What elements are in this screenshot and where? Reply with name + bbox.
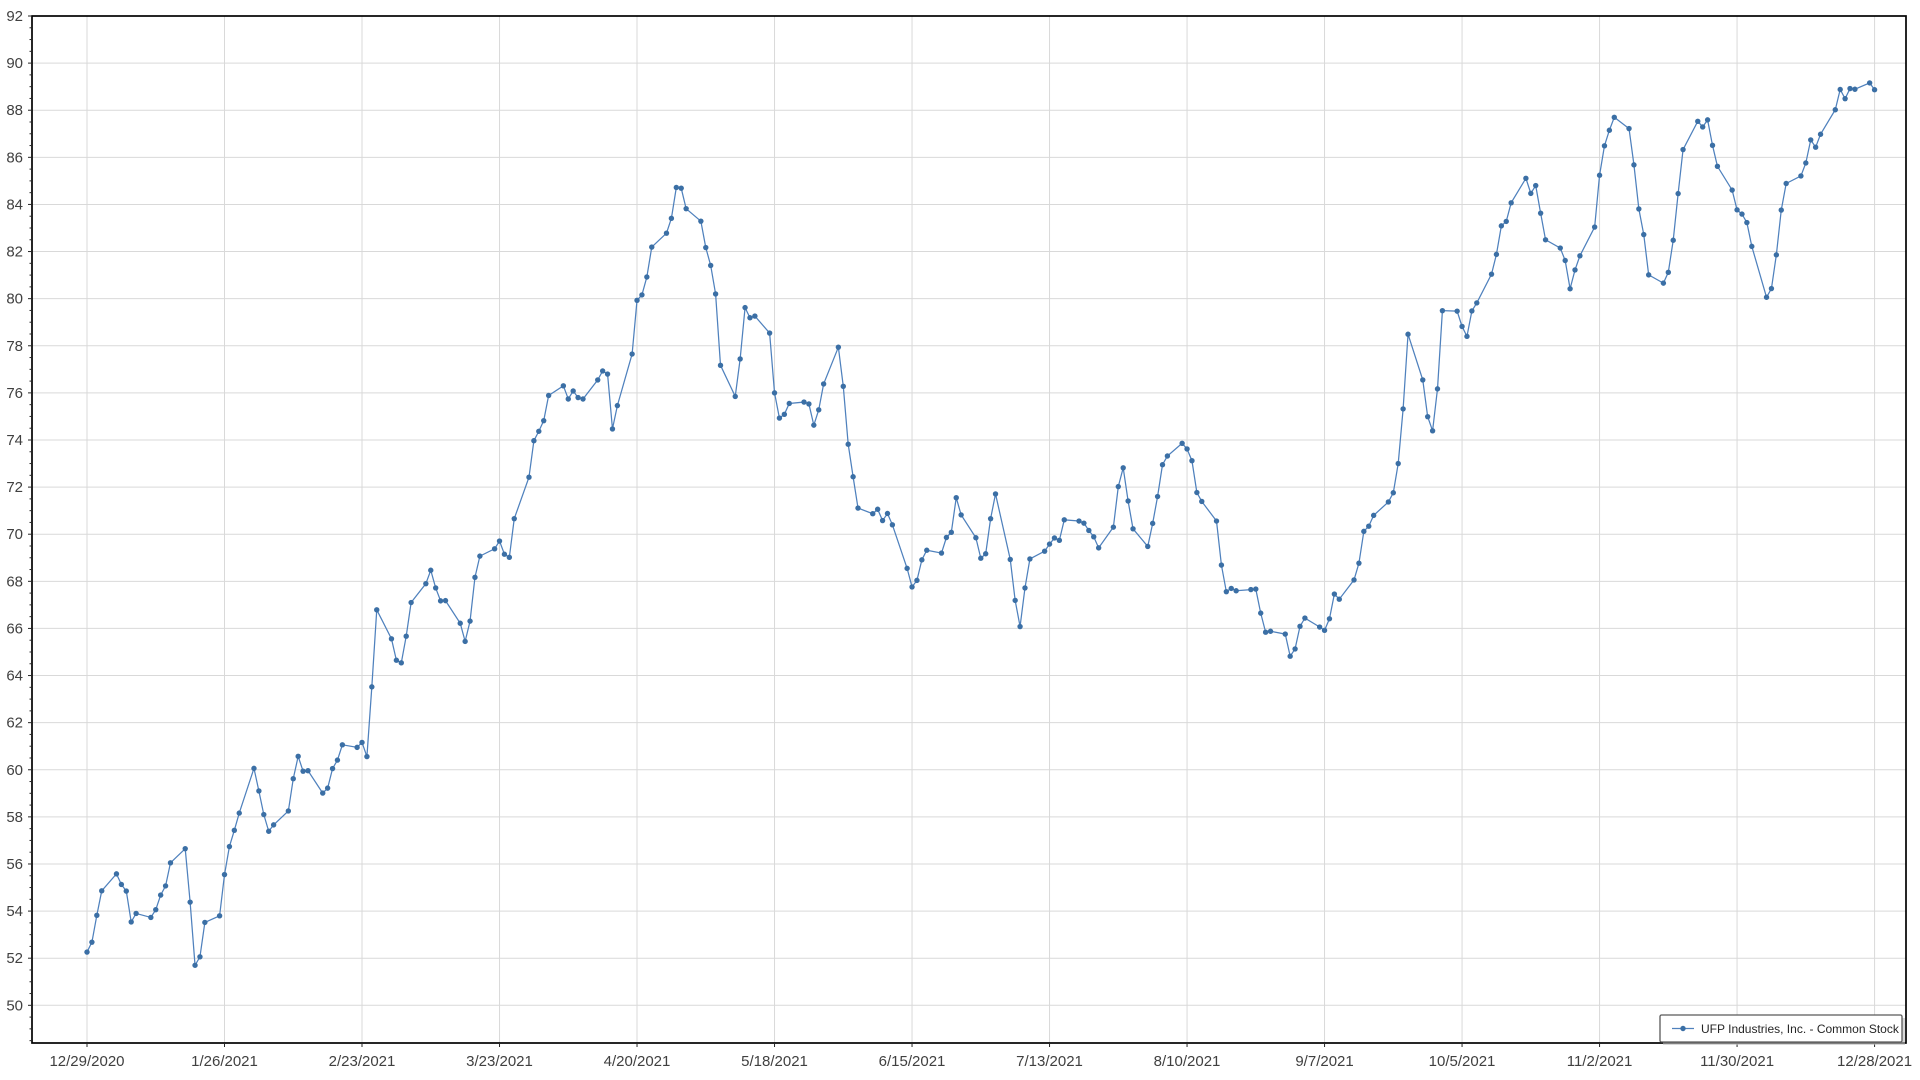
svg-text:80: 80 [6,291,23,308]
svg-text:8/10/2021: 8/10/2021 [1154,1053,1221,1070]
svg-text:86: 86 [6,149,23,166]
svg-text:4/20/2021: 4/20/2021 [604,1053,671,1070]
svg-text:90: 90 [6,55,23,72]
svg-text:92: 92 [6,8,23,25]
svg-text:88: 88 [6,102,23,119]
svg-text:7/13/2021: 7/13/2021 [1016,1053,1083,1070]
svg-text:84: 84 [6,196,23,213]
svg-text:82: 82 [6,244,23,261]
svg-text:70: 70 [6,526,23,543]
svg-text:78: 78 [6,338,23,355]
svg-text:66: 66 [6,620,23,637]
svg-text:1/26/2021: 1/26/2021 [191,1053,258,1070]
svg-text:10/5/2021: 10/5/2021 [1429,1053,1496,1070]
svg-text:76: 76 [6,385,23,402]
svg-text:UFP Industries, Inc. - Common: UFP Industries, Inc. - Common Stock [1701,1022,1900,1036]
svg-text:50: 50 [6,997,23,1014]
svg-text:9/7/2021: 9/7/2021 [1295,1053,1353,1070]
svg-text:64: 64 [6,668,23,685]
svg-text:62: 62 [6,715,23,732]
svg-text:52: 52 [6,950,23,967]
svg-text:11/2/2021: 11/2/2021 [1567,1053,1633,1070]
svg-text:6/15/2021: 6/15/2021 [879,1053,946,1070]
svg-text:58: 58 [6,809,23,826]
svg-text:11/30/2021: 11/30/2021 [1700,1053,1774,1070]
svg-text:3/23/2021: 3/23/2021 [466,1053,533,1070]
svg-text:5/18/2021: 5/18/2021 [741,1053,808,1070]
svg-text:74: 74 [6,432,23,449]
svg-text:12/28/2021: 12/28/2021 [1837,1053,1912,1070]
svg-text:60: 60 [6,762,23,779]
svg-text:56: 56 [6,856,23,873]
svg-text:54: 54 [6,903,23,920]
svg-text:68: 68 [6,573,23,590]
svg-text:12/29/2020: 12/29/2020 [49,1053,124,1070]
svg-text:2/23/2021: 2/23/2021 [329,1053,396,1070]
svg-text:72: 72 [6,479,23,496]
